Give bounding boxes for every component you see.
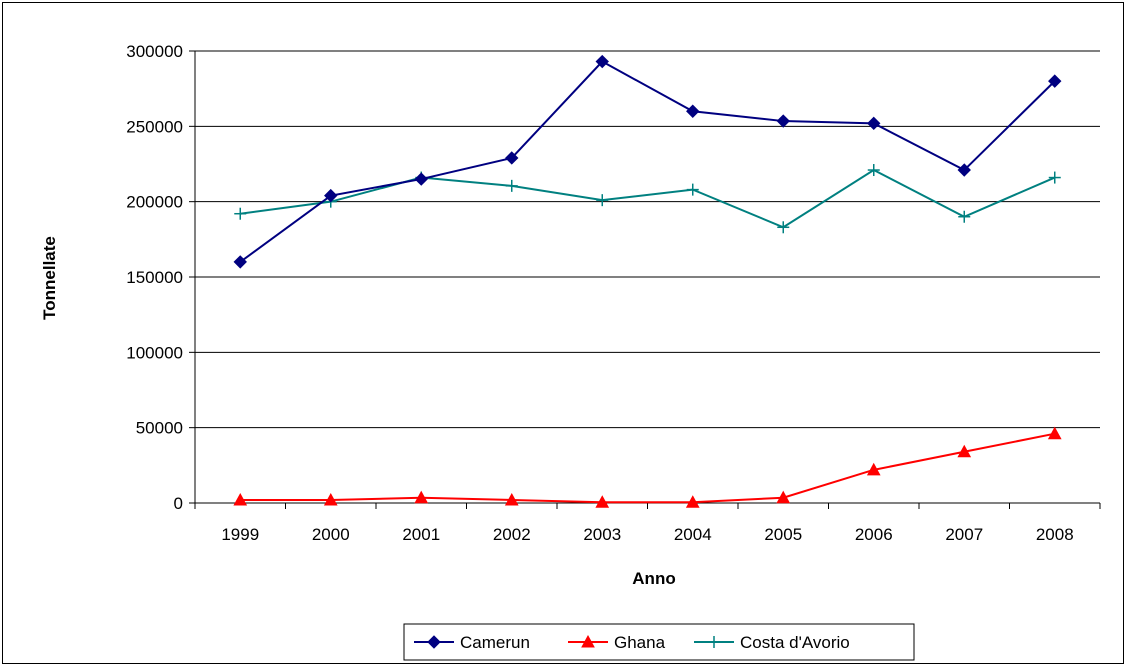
series-line [240,432,1055,504]
legend-label: Costa d'Avorio [740,633,850,652]
data-point [686,104,700,118]
y-tick-label: 0 [174,494,183,513]
legend: Camerun Ghana Costa d'Avorio [403,623,915,661]
data-point [867,164,880,177]
legend-label: Ghana [614,633,666,652]
series-costa-d-avorio [234,164,1061,234]
x-tick-label: 2007 [945,525,983,544]
data-point [1048,171,1061,184]
data-point [504,492,519,506]
data-point [595,495,610,508]
data-point [957,444,972,458]
x-tick-label: 2006 [855,525,893,544]
data-point [324,188,338,203]
x-tick-labels: 1999 2000 2001 2002 2003 2004 2005 2006 2007 2008 [221,525,1073,544]
data-point [777,221,790,234]
x-tick-label: 1999 [221,525,259,544]
data-point [957,163,971,177]
x-tick-label: 2000 [312,525,350,544]
data-point [323,492,338,506]
data-point [596,194,609,207]
data-point [414,490,429,504]
y-tick-label: 300000 [126,42,183,61]
legend-item: Camerun [414,633,530,652]
x-tick-label: 2008 [1036,525,1074,544]
x-axis-title: Anno [632,569,675,588]
legend-marker [708,636,720,648]
data-point [867,116,881,131]
data-point [685,495,700,508]
data-point [233,255,247,269]
data-point [776,114,790,128]
data-point [686,183,699,196]
data-point [414,172,428,186]
y-tick-labels: 0 50000 100000 150000 200000 250000 300000 [126,42,183,513]
x-tick-label: 2001 [402,525,440,544]
legend-box [403,623,915,661]
legend-item: Ghana [568,633,666,652]
data-point [958,210,971,223]
data-point [505,179,518,192]
x-tick-label: 2002 [493,525,531,544]
y-tick-label: 50000 [136,419,183,438]
y-tick-label: 100000 [126,343,183,362]
x-tick-label: 2005 [764,525,802,544]
data-point [866,462,881,476]
series [233,54,1062,508]
y-tick-label: 150000 [126,268,183,287]
y-axis-title: Tonnellate [40,236,59,320]
series-line [239,60,1056,263]
x-tick-label: 2003 [583,525,621,544]
data-point [776,490,791,504]
legend-item: Costa d'Avorio [694,633,850,652]
data-point [1047,426,1062,440]
series-ghana [233,426,1062,508]
data-point [233,492,248,506]
legend-label: Camerun [460,633,530,652]
series-camerun [233,54,1062,269]
legend-marker [581,634,595,648]
y-tick-label: 200000 [126,193,183,212]
legend-marker [427,635,441,649]
data-point [505,151,519,165]
y-tick-label: 250000 [126,117,183,136]
gridlines [195,50,1100,429]
data-point [234,207,247,220]
axes [189,50,1101,509]
data-point [1048,74,1062,88]
x-tick-label: 2004 [674,525,712,544]
data-point [595,54,609,69]
series-line [240,168,1056,229]
